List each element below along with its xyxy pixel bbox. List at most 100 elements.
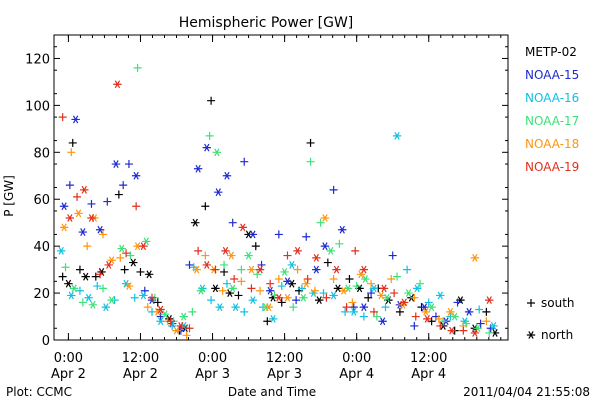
data-point-south [220,267,229,276]
data-point-south [482,317,491,326]
legend-item: NOAA-15 [525,68,579,82]
data-point-south [388,251,397,260]
data-point-south [75,265,84,274]
y-tick-label: 120 [25,52,50,67]
data-point-north [69,284,79,293]
data-point-south [316,218,325,227]
data-point-north [274,293,284,302]
data-point-south [367,279,376,288]
series-noaa-19 [58,80,494,337]
x-tick-time: 12:00 [122,351,159,366]
data-point-north [212,148,222,157]
data-point-south [122,249,131,258]
data-point-north [57,246,66,255]
data-point-south [218,286,227,295]
data-point-north [302,279,311,288]
data-point-south [459,326,468,335]
data-point-south [182,331,191,340]
data-point-south [453,298,462,307]
data-point-south [359,312,368,321]
data-point-south [230,275,239,283]
y-tick-label: 60 [33,193,50,208]
data-point-south [99,284,108,293]
footer-timestamp: 2011/04/04 21:55:08 [463,385,590,399]
data-point-south [237,265,246,274]
y-tick-label: 20 [33,287,50,302]
data-point-south [310,286,319,295]
data-point-north [312,265,321,274]
data-point-north [129,258,138,267]
data-point-south [302,232,311,241]
data-point-north [193,164,203,173]
data-point-south [335,239,344,248]
data-point-north [59,223,69,232]
data-point-north [59,202,69,211]
data-point-north [81,272,90,281]
data-point-south [65,181,74,190]
data-point-north [64,279,73,288]
data-point-south [342,303,351,312]
data-point-south [283,251,292,260]
data-point-north [489,322,498,330]
y-axis-ticks: 0 20 40 60 80 100 120 [25,46,508,349]
footer-credit: Plot: CCMC [6,385,72,399]
data-point-south [395,307,404,316]
data-point-south [263,317,272,326]
data-point-north [221,246,230,255]
data-point-south [87,199,96,208]
data-point-north [202,261,211,269]
data-point-south [485,328,494,337]
data-point-south [364,293,373,302]
data-point-north [196,286,206,295]
data-point-north [450,312,459,321]
data-point-north [104,261,113,269]
data-point-north [287,261,297,269]
data-point-north [378,317,387,326]
data-point-north [142,237,151,246]
data-point-north [423,314,432,323]
data-point-south [237,277,246,286]
data-point-south [116,253,125,262]
data-point-south [410,321,419,330]
data-point-north [228,284,237,293]
data-point-north [283,277,292,286]
data-point-south [381,303,390,312]
data-point-south [103,197,112,206]
data-point-south [292,296,301,305]
data-point-north [248,296,258,305]
data-point-north [464,307,474,316]
data-point-south [114,190,123,199]
y-tick-label: 80 [33,146,50,161]
data-point-south [390,289,399,298]
data-point-south [222,279,231,288]
data-point-north [244,251,253,260]
data-point-north [329,291,338,300]
data-point-south [130,293,139,302]
data-point-south [96,270,105,279]
data-point-north [382,293,392,302]
data-point-north [359,303,369,312]
data-point-south [75,286,84,295]
data-point-south [410,293,419,302]
data-point-south [188,307,197,316]
data-point-south [185,260,194,269]
data-point-south [369,307,378,316]
legend-item: METP-02 [525,45,577,59]
data-point-south [439,317,448,326]
data-point-north [326,246,335,255]
data-point-north [113,80,122,89]
data-points [57,63,500,340]
data-point-south [352,282,361,291]
data-point-south [306,138,315,147]
y-tick-label: 0 [42,334,50,349]
data-point-south [143,303,152,312]
data-point-south [201,251,210,260]
data-point-south [132,202,141,211]
data-point-south [93,282,102,291]
data-point-north [107,296,116,305]
data-point-south [58,113,67,122]
marker-legend: south north [526,296,575,342]
data-point-south [372,312,381,321]
x-tick-date: Apr 4 [339,367,374,382]
